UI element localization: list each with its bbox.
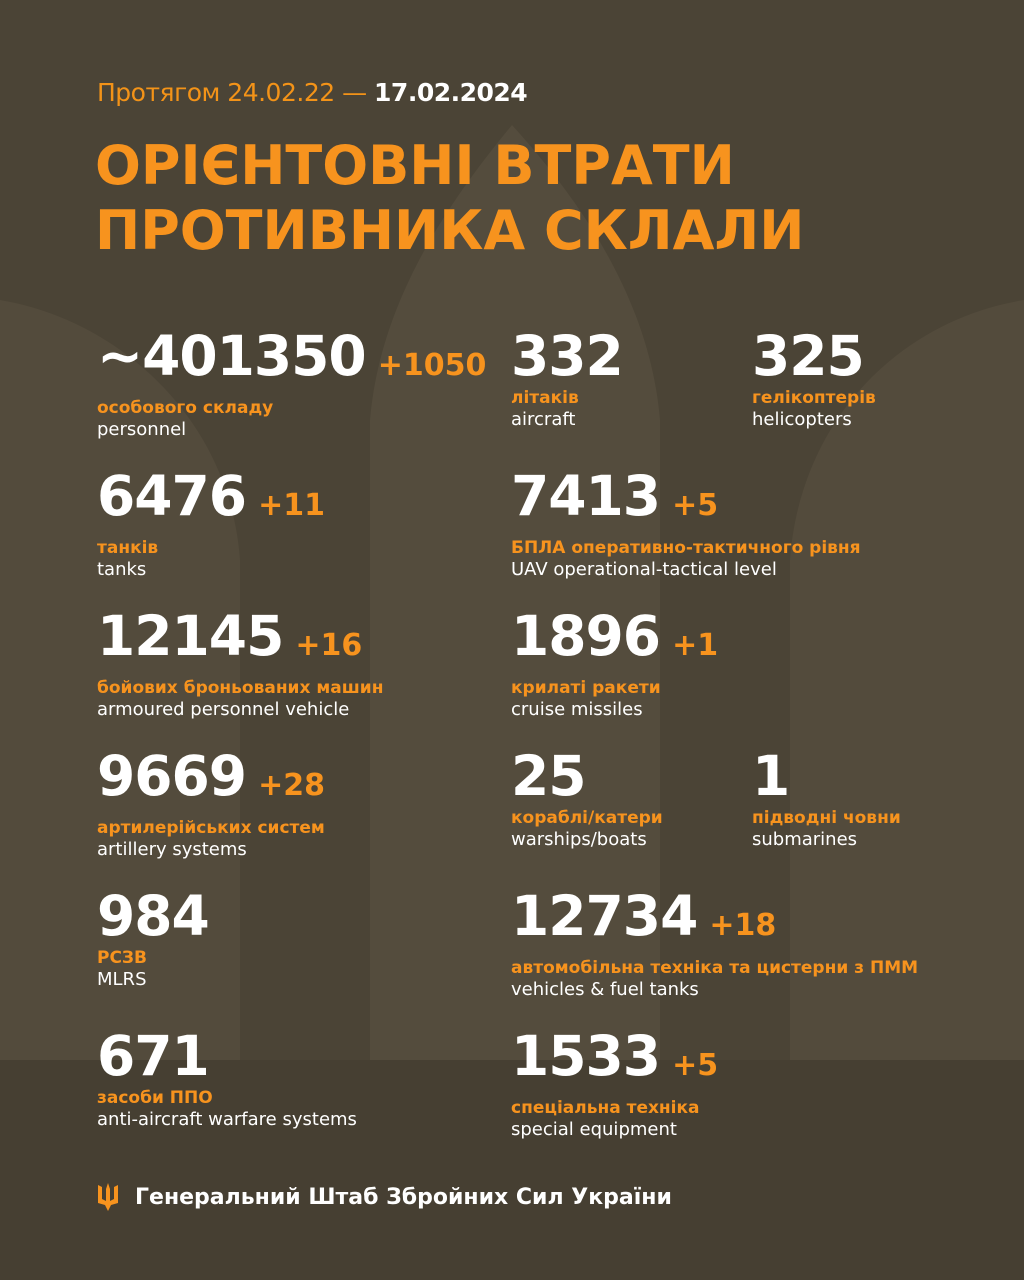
stat-number: 9669 (97, 744, 247, 808)
stat-item: 9669 +28 артилерійських систем artillery … (97, 748, 325, 860)
stat-delta: +5 (672, 1048, 719, 1083)
stat-label-en: tanks (97, 559, 147, 580)
stat-label-ua: автомобільна техніка та цистерни з ПММ (511, 958, 919, 978)
stat-value: 1 (752, 748, 901, 804)
stat-delta: +11 (258, 488, 325, 523)
stat-delta: +28 (258, 768, 325, 803)
stat-label-ua: БПЛА оперативно-тактичного рівня (511, 538, 861, 558)
stat-number: 25 (511, 744, 587, 808)
stat-label-en: special equipment (511, 1119, 677, 1140)
stat-number: 332 (511, 324, 624, 388)
stat-number: ~401350 (97, 324, 367, 388)
stat-number: 12145 (97, 604, 284, 668)
stat-label-en: MLRS (97, 969, 147, 990)
stat-number: 1896 (511, 604, 661, 668)
stat-value: 6476 +11 (97, 468, 325, 534)
stat-item: 1 підводні човни submarines (752, 748, 901, 850)
stat-item: 1533 +5 спеціальна техніка special equipm… (511, 1028, 718, 1140)
stat-item: 12145 +16 бойових броньованих машин armou… (97, 608, 383, 720)
footer-text: Генеральний Штаб Збройних Сил України (135, 1184, 672, 1210)
stat-number: 325 (752, 324, 865, 388)
stat-value: 9669 +28 (97, 748, 325, 814)
date-end: 17.02.2024 (374, 78, 528, 107)
stat-value: 332 (511, 328, 624, 384)
stat-item: 325 гелікоптерів helicopters (752, 328, 876, 430)
stat-value: 25 (511, 748, 663, 804)
stat-item: 6476 +11 танків tanks (97, 468, 325, 580)
stat-label-en: personnel (97, 419, 187, 440)
stat-label-ua: крилаті ракети (511, 678, 661, 698)
stat-label-ua: спеціальна техніка (511, 1098, 700, 1118)
stat-label-en: submarines (752, 829, 858, 850)
stat-label-ua: бойових броньованих машин (97, 678, 384, 698)
trident-icon (98, 1183, 118, 1211)
page-title: ОРІЄНТОВНІ ВТРАТИ ПРОТИВНИКА СКЛАЛИ (95, 133, 804, 263)
stat-label-en: cruise missiles (511, 699, 643, 720)
stat-label-en: aircraft (511, 409, 576, 430)
stat-number: 12734 (511, 884, 698, 948)
stat-value: 12734 +18 (511, 888, 918, 954)
stat-delta: +1 (672, 628, 719, 663)
stat-value: 1896 +1 (511, 608, 718, 674)
stat-label-en: vehicles & fuel tanks (511, 979, 699, 1000)
stat-label-ua: танків (97, 538, 159, 558)
stat-label-ua: РСЗВ (97, 948, 147, 968)
stat-label-ua: артилерійських систем (97, 818, 325, 838)
stat-value: 7413 +5 (511, 468, 861, 534)
stat-delta: +18 (709, 908, 777, 943)
stat-item: 1896 +1 крилаті ракети cruise missiles (511, 608, 718, 720)
stat-value: ~401350 +1050 (97, 328, 486, 394)
stat-delta: +16 (295, 628, 363, 663)
stat-value: 325 (752, 328, 876, 384)
stat-value: 671 (97, 1028, 357, 1084)
stat-label-en: anti-aircraft warfare systems (97, 1109, 357, 1130)
stat-label-ua: засоби ППО (97, 1088, 213, 1108)
stat-label-en: helicopters (752, 409, 852, 430)
date-prefix: Протягом 24.02.22 — (97, 78, 367, 107)
stat-label-ua: підводні човни (752, 808, 901, 828)
stat-label-ua: кораблі/катери (511, 808, 663, 828)
stat-item: 25 кораблі/катери warships/boats (511, 748, 663, 850)
stat-label-ua: особового складу (97, 398, 274, 418)
stat-value: 1533 +5 (511, 1028, 718, 1094)
stat-number: 7413 (511, 464, 661, 528)
footer: Генеральний Штаб Збройних Сил України (97, 1183, 672, 1211)
stat-item: 12734 +18 автомобільна техніка та цистерн… (511, 888, 918, 1000)
title-line-2: ПРОТИВНИКА СКЛАЛИ (95, 199, 805, 262)
stat-value: 984 (97, 888, 210, 944)
period-date: Протягом 24.02.22 — 17.02.2024 (97, 78, 528, 107)
stat-number: 6476 (97, 464, 247, 528)
stat-item: 984 РСЗВ MLRS (97, 888, 210, 990)
stat-label-en: artillery systems (97, 839, 247, 860)
title-line-1: ОРІЄНТОВНІ ВТРАТИ (95, 134, 735, 197)
stat-label-en: armoured personnel vehicle (97, 699, 350, 720)
stat-delta: +5 (672, 488, 719, 523)
stat-value: 12145 +16 (97, 608, 383, 674)
stat-number: 671 (97, 1024, 210, 1088)
stat-item: 671 засоби ППО anti-aircraft warfare sys… (97, 1028, 357, 1130)
stat-label-en: UAV operational-tactical level (511, 559, 777, 580)
stat-number: 1533 (511, 1024, 661, 1088)
stat-item: 7413 +5 БПЛА оперативно-тактичного рівня … (511, 468, 861, 580)
stat-label-en: warships/boats (511, 829, 647, 850)
stat-item: 332 літаків aircraft (511, 328, 624, 430)
stat-number: 984 (97, 884, 210, 948)
stat-label-ua: гелікоптерів (752, 388, 876, 408)
stat-item: ~401350 +1050 особового складу personnel (97, 328, 486, 440)
stat-label-ua: літаків (511, 388, 579, 408)
stat-delta: +1050 (377, 348, 487, 383)
stat-number: 1 (752, 744, 790, 808)
